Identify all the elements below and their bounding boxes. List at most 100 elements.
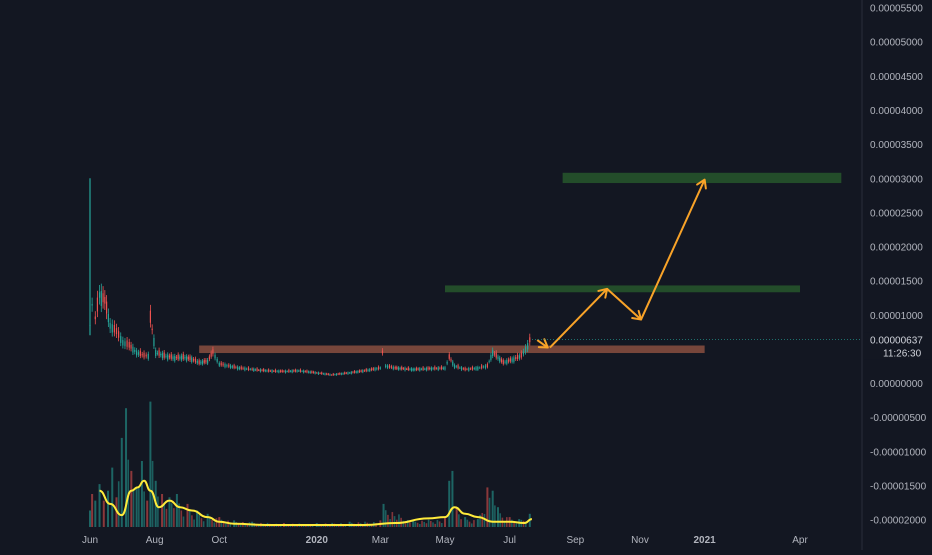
volume-bar xyxy=(168,497,171,527)
candle-body xyxy=(98,292,101,298)
volume-bar xyxy=(196,510,199,527)
candle-body xyxy=(309,371,311,374)
candle-body xyxy=(401,366,403,370)
candle-body xyxy=(386,365,389,368)
candle-body xyxy=(419,368,421,371)
y-tick-label: 0.00002000 xyxy=(870,243,923,254)
candle-body xyxy=(502,360,504,365)
candle-body xyxy=(91,303,93,306)
volume-bar xyxy=(448,480,451,527)
candle-body xyxy=(139,350,141,357)
candle-body xyxy=(529,337,531,343)
candle-body xyxy=(156,352,158,354)
volume-bar xyxy=(404,523,407,527)
volume-bar xyxy=(220,519,223,527)
candle-body xyxy=(269,370,271,372)
volume-bar xyxy=(225,523,227,527)
candle-body xyxy=(376,368,378,370)
candle-body xyxy=(353,370,356,373)
candle-body xyxy=(322,373,324,375)
candle-body xyxy=(111,324,113,333)
candle-body xyxy=(349,372,351,374)
candle-body xyxy=(347,372,349,375)
candle-body xyxy=(126,340,128,347)
candle-body xyxy=(337,373,339,375)
candle-body xyxy=(284,370,287,373)
candle-body xyxy=(455,366,457,368)
candle-body xyxy=(422,367,424,370)
candle-body xyxy=(192,358,195,361)
volume-bar xyxy=(222,521,225,527)
volume-bar xyxy=(337,525,340,527)
candle-body xyxy=(151,328,153,331)
x-tick-label: May xyxy=(436,535,455,546)
x-tick-label: Apr xyxy=(792,535,808,546)
candle-body xyxy=(459,367,461,369)
candle-body xyxy=(307,371,310,373)
candle-body xyxy=(254,369,257,371)
candle-body xyxy=(464,367,466,371)
volume-bar xyxy=(499,513,501,527)
projection-arrowhead xyxy=(696,178,707,190)
candle-body xyxy=(266,370,268,372)
target-zone-1 xyxy=(445,285,800,293)
candle-body xyxy=(388,365,391,368)
volume-bar xyxy=(120,437,123,527)
x-tick-label: Nov xyxy=(631,535,649,546)
candle-body xyxy=(335,373,338,376)
volume-bar xyxy=(229,522,232,527)
candle-body xyxy=(312,371,315,373)
candle-body xyxy=(432,368,434,370)
volume-bar xyxy=(165,508,168,527)
candle-body xyxy=(283,371,285,372)
volume-bar xyxy=(444,517,446,527)
candle-body xyxy=(253,368,255,372)
y-tick-label: 0.00000000 xyxy=(870,379,923,390)
candle-body xyxy=(278,370,280,373)
candle-body xyxy=(397,367,400,370)
candle-body xyxy=(414,368,416,371)
candle-body xyxy=(350,371,352,374)
candle-body xyxy=(507,359,510,362)
candle-body xyxy=(410,368,413,371)
volume-bar xyxy=(246,524,249,527)
candle-body xyxy=(163,352,165,358)
candle-body xyxy=(210,352,212,357)
volume-bar xyxy=(423,521,426,527)
y-tick-label: 0.00001000 xyxy=(870,311,923,322)
volume-bar xyxy=(488,497,491,527)
candle-body xyxy=(214,354,216,359)
candle-body xyxy=(281,370,283,373)
volume-bar xyxy=(211,519,213,527)
y-tick-label: 0.00003500 xyxy=(870,140,923,151)
volume-bar xyxy=(213,522,216,527)
volume-bar xyxy=(524,522,527,527)
candle-body xyxy=(352,371,354,373)
candle-body xyxy=(256,368,258,371)
candle-body xyxy=(490,355,492,360)
candle-body xyxy=(298,370,300,372)
candle-body xyxy=(497,356,499,359)
projection-layer xyxy=(536,178,707,349)
x-tick-label: Jul xyxy=(503,535,516,546)
candle-body xyxy=(492,350,494,357)
time-axis[interactable]: Jun Aug Oct 2020 Mar May Jul Sep Nov 2021 Apr xyxy=(82,535,809,546)
last-price-countdown: 11:26:30 xyxy=(883,349,922,360)
volume-bar xyxy=(107,490,110,527)
candle-body xyxy=(409,368,411,370)
candle-body xyxy=(381,350,384,354)
candle-body xyxy=(424,368,426,370)
candle-body xyxy=(358,370,361,373)
candle-body xyxy=(177,354,179,360)
candle-body xyxy=(194,358,197,363)
y-tick-label: 0.00002500 xyxy=(870,208,923,219)
candle-body xyxy=(288,369,290,373)
volume-bar xyxy=(393,516,396,527)
candle-body xyxy=(379,367,381,369)
volume-bar xyxy=(239,524,242,527)
price-axis[interactable]: 0.00005500 0.00005000 0.00004500 0.00004000… xyxy=(870,4,927,527)
volume-bar xyxy=(173,508,175,527)
candle-body xyxy=(180,355,183,360)
